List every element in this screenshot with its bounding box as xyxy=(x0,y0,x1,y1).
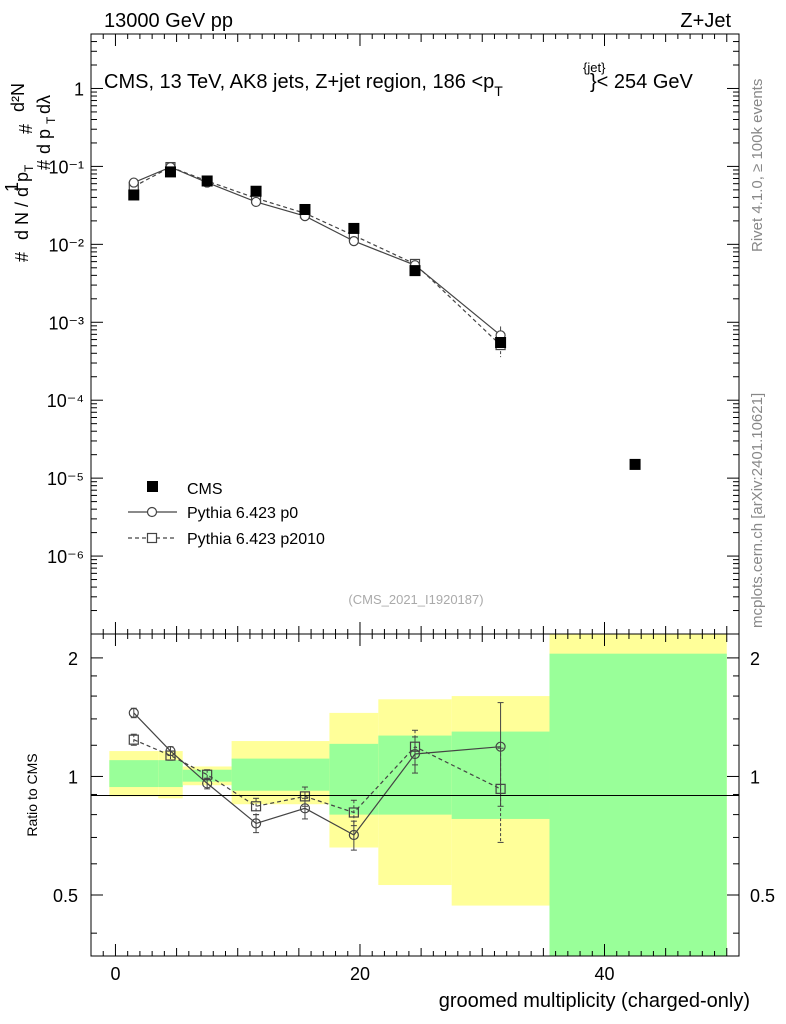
ratio-panel-series xyxy=(128,702,506,851)
main-line-p0 xyxy=(133,166,501,336)
legend-label-p0: Pythia 6.423 p0 xyxy=(187,505,298,522)
uncertainty-bands xyxy=(109,634,727,956)
energy-label: 13000 GeV pp xyxy=(104,10,233,32)
xtick-label-20: 20 xyxy=(350,964,370,984)
ytick-label-ratio-right-2: 2 xyxy=(750,649,760,669)
main-point-p0-5 xyxy=(348,236,359,247)
svg-text:T: T xyxy=(44,116,58,124)
mcplots-label: mcplots.cern.ch [arXiv:2401.10621] xyxy=(749,393,766,628)
ytick-label-main-2: 10⁻² xyxy=(48,235,84,255)
ytick-label-main-6: 10⁻⁶ xyxy=(47,547,84,567)
xlabel: groomed multiplicity (charged-only) xyxy=(439,990,750,1012)
xtick-label-0: 0 xyxy=(110,964,120,984)
main-point-cms-2 xyxy=(201,175,213,187)
ratio-point-p2010-1 xyxy=(165,750,176,761)
ytick-label-main-5: 10⁻⁵ xyxy=(47,469,84,489)
ratio-point-p2010-4 xyxy=(299,791,311,802)
process-label: Z+Jet xyxy=(680,10,731,32)
ratio-point-p2010-6 xyxy=(409,741,421,752)
main-point-cms-8 xyxy=(629,458,641,470)
legend: CMS Pythia 6.423 p0 Pythia 6.423 p2010 xyxy=(128,481,325,548)
ytick-label-ratio-left-1: 1 xyxy=(68,767,78,787)
main-point-cms-5 xyxy=(348,222,360,234)
svg-text:1: 1 xyxy=(2,182,22,192)
legend-marker-p2010 xyxy=(146,532,158,544)
ratio-line-p2010 xyxy=(133,739,501,814)
svg-text:dλ: dλ xyxy=(34,95,54,114)
band-inner-0 xyxy=(109,760,159,788)
main-panel-series xyxy=(128,161,641,470)
ratio-panel-frame xyxy=(90,633,740,957)
ytick-label-ratio-right-1: 1 xyxy=(750,767,760,787)
ratio-point-p0-0 xyxy=(128,707,139,719)
ratio-ylabel: Ratio to CMS xyxy=(24,753,40,836)
plot-title-sup: {jet} xyxy=(583,60,606,75)
svg-text:#: # xyxy=(16,124,36,134)
ratio-point-p0-6 xyxy=(409,748,421,760)
plot-title-tail: }< 254 GeV xyxy=(590,71,694,93)
ratio-point-p0-3 xyxy=(250,818,262,829)
main-point-cms-7 xyxy=(495,337,507,349)
ratio-point-p0-4 xyxy=(299,803,311,814)
legend-label-cms: CMS xyxy=(187,481,223,498)
ratio-point-p0-1 xyxy=(165,745,176,757)
ratio-point-p0-2 xyxy=(202,778,213,789)
analysis-id: (CMS_2021_I1920187) xyxy=(348,592,483,607)
main-point-p0-0 xyxy=(128,177,139,188)
main-point-p0-3 xyxy=(250,196,262,208)
axis-ticks xyxy=(90,33,739,956)
ytick-label-ratio-right-0.5: 0.5 xyxy=(750,886,775,906)
main-point-cms-1 xyxy=(164,166,176,178)
ytick-label-ratio-left-2: 2 xyxy=(68,649,78,669)
plot-title: CMS, 13 TeV, AK8 jets, Z+jet region, 186… xyxy=(104,71,503,99)
main-ylabel: #d N / d pT 1 # d p T dλ # d²N xyxy=(2,83,58,262)
xtick-label-40: 40 xyxy=(594,964,614,984)
ratio-point-p0-7 xyxy=(495,741,506,752)
ratio-point-p2010-0 xyxy=(128,734,139,745)
band-inner-4 xyxy=(329,743,379,815)
svg-text:#d N / d pT: #d N / d pT xyxy=(12,164,36,262)
ratio-point-p2010-3 xyxy=(250,801,262,812)
band-inner-1 xyxy=(158,760,183,788)
tick-labels: 0 20 40 1 10⁻¹ 10⁻² 10⁻³ 10⁻⁴ 10⁻⁵ 10⁻⁶ 0.5 0.5 1 1 2 2 xyxy=(47,79,775,984)
band-inner-7 xyxy=(549,653,727,956)
legend-marker-p0 xyxy=(146,506,158,518)
svg-text:d p: d p xyxy=(34,129,54,154)
svg-text:#: # xyxy=(34,160,54,170)
main-point-cms-0 xyxy=(128,189,140,201)
ytick-label-main-4: 10⁻⁴ xyxy=(47,391,84,411)
ratio-point-p0-5 xyxy=(348,829,359,841)
band-inner-3 xyxy=(231,758,330,791)
ytick-label-main-3: 10⁻³ xyxy=(48,313,84,333)
ytick-label-main-0: 1 xyxy=(74,79,84,99)
main-point-cms-3 xyxy=(250,185,262,197)
ratio-point-p2010-7 xyxy=(495,783,506,794)
main-point-cms-6 xyxy=(409,265,421,277)
ratio-line-p0 xyxy=(133,712,501,836)
ratio-point-p2010-5 xyxy=(348,807,359,818)
legend-label-p2010: Pythia 6.423 p2010 xyxy=(187,531,325,548)
ytick-label-main-1: 10⁻¹ xyxy=(48,157,84,177)
legend-marker-cms xyxy=(147,481,158,492)
rivet-version-label: Rivet 4.1.0, ≥ 100k events xyxy=(749,79,766,252)
ytick-label-ratio-left-0.5: 0.5 xyxy=(53,886,78,906)
main-point-cms-4 xyxy=(299,203,311,215)
svg-text:d²N: d²N xyxy=(8,83,28,112)
main-line-p2010 xyxy=(133,166,502,346)
